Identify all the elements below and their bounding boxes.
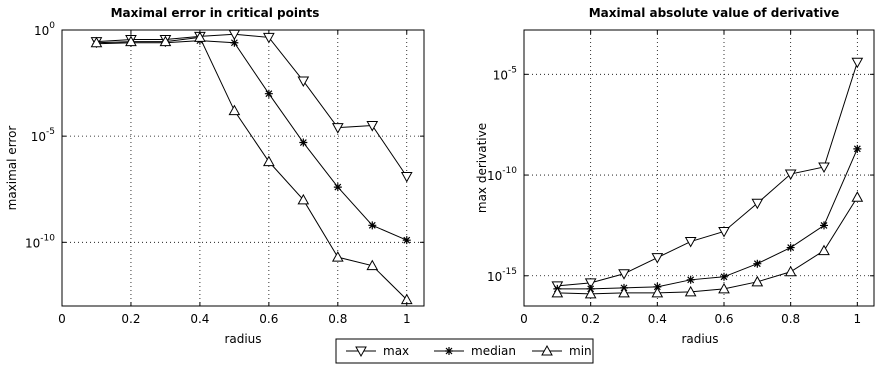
data-point-max — [331, 123, 344, 134]
data-point-min — [718, 282, 730, 294]
data-point-min — [159, 35, 172, 47]
legend-marker-min — [541, 344, 553, 356]
data-point-median — [653, 282, 662, 291]
series-line-median — [557, 148, 858, 290]
data-point-min — [618, 286, 630, 298]
data-point-max — [784, 169, 797, 181]
data-point-max — [400, 171, 413, 183]
data-point-median — [686, 275, 695, 284]
series-line-min — [557, 196, 858, 295]
data-point-median — [402, 236, 411, 245]
data-point-max — [851, 57, 864, 69]
data-point-min — [818, 244, 830, 256]
data-point-min — [297, 193, 310, 205]
data-point-median — [786, 243, 795, 252]
data-point-max — [684, 237, 697, 248]
x-tick-label: 0 — [520, 312, 528, 326]
data-point-median — [820, 221, 828, 230]
data-point-max — [618, 269, 630, 280]
data-point-min — [584, 287, 597, 299]
series-line-max — [96, 33, 408, 177]
chart-title: Maximal absolute value of derivative — [589, 6, 840, 20]
legend-label-max: max — [383, 344, 409, 358]
data-point-median — [230, 38, 239, 47]
data-point-median — [368, 221, 377, 230]
ticks: 0 0.2 0.4 0.6 0.8 1 100 10-5 10-10 — [25, 21, 424, 326]
y-axis-label: maximal error — [5, 126, 19, 211]
data-point-median — [753, 259, 762, 268]
x-tick-label: 0 — [58, 312, 66, 326]
legend-marker-max — [355, 346, 367, 358]
chart-title: Maximal error in critical points — [111, 6, 320, 20]
data-point-min — [784, 265, 797, 277]
plot-frame — [61, 29, 425, 307]
legend-label-median: median — [471, 344, 516, 358]
data-point-min — [651, 286, 664, 298]
x-tick-label: 0.6 — [259, 312, 278, 326]
x-tick-label: 0.2 — [121, 312, 140, 326]
legend-label-min: min — [569, 344, 592, 358]
series-line-median — [96, 40, 407, 241]
x-axis-label: radius — [224, 332, 261, 346]
data-point-median — [333, 183, 342, 192]
legend: max median min — [335, 338, 594, 364]
data-point-min — [228, 104, 241, 116]
x-axis-label: radius — [681, 332, 718, 346]
data-point-min — [851, 191, 864, 202]
data-point-max — [718, 226, 730, 238]
x-tick-label: 0.4 — [648, 312, 667, 326]
x-tick-label: 0.6 — [714, 312, 733, 326]
data-point-max — [818, 162, 830, 174]
data-point-max — [651, 253, 664, 264]
x-tick-label: 0.4 — [190, 312, 209, 326]
data-point-median — [720, 272, 728, 281]
data-point-median — [264, 89, 273, 98]
y-axis-label: max derivative — [475, 123, 489, 213]
y-tick-label: 10-15 — [487, 267, 517, 284]
data-point-median — [299, 138, 308, 147]
series-line-max — [557, 62, 858, 287]
x-tick-label: 1 — [854, 312, 862, 326]
x-tick-label: 0.2 — [581, 312, 600, 326]
y-tick-label: 10-10 — [487, 166, 517, 183]
error-chart: Maximal error in critical points radius … — [5, 6, 425, 346]
data-point-min — [263, 155, 275, 167]
plot-frame — [523, 29, 875, 307]
data-point-min — [751, 275, 764, 287]
series-group — [90, 29, 413, 305]
data-point-min — [125, 35, 137, 47]
data-point-min — [90, 36, 103, 48]
data-point-max — [584, 278, 597, 289]
y-tick-label: 10-10 — [25, 233, 55, 250]
ticks: 0 0.2 0.4 0.6 0.8 1 10-5 10-10 10-15 — [487, 30, 874, 326]
data-point-min — [684, 285, 697, 297]
data-point-max — [297, 76, 310, 87]
derivative-chart: Maximal absolute value of derivative rad… — [475, 6, 875, 346]
data-point-min — [551, 286, 564, 298]
y-tick-label: 10-5 — [31, 127, 55, 144]
data-point-median — [853, 144, 862, 153]
data-point-min — [331, 251, 344, 262]
data-point-min — [366, 259, 379, 271]
x-tick-label: 1 — [403, 312, 411, 326]
x-tick-label: 0.8 — [328, 312, 347, 326]
series-line-min — [96, 36, 408, 300]
y-tick-label: 10-5 — [493, 65, 517, 82]
series-group — [551, 57, 864, 299]
data-point-max — [751, 198, 764, 210]
x-tick-label: 0.8 — [781, 312, 800, 326]
legend-marker-median — [445, 347, 453, 355]
data-point-min — [194, 31, 206, 42]
data-point-max — [366, 121, 379, 132]
y-tick-label: 100 — [34, 21, 55, 38]
